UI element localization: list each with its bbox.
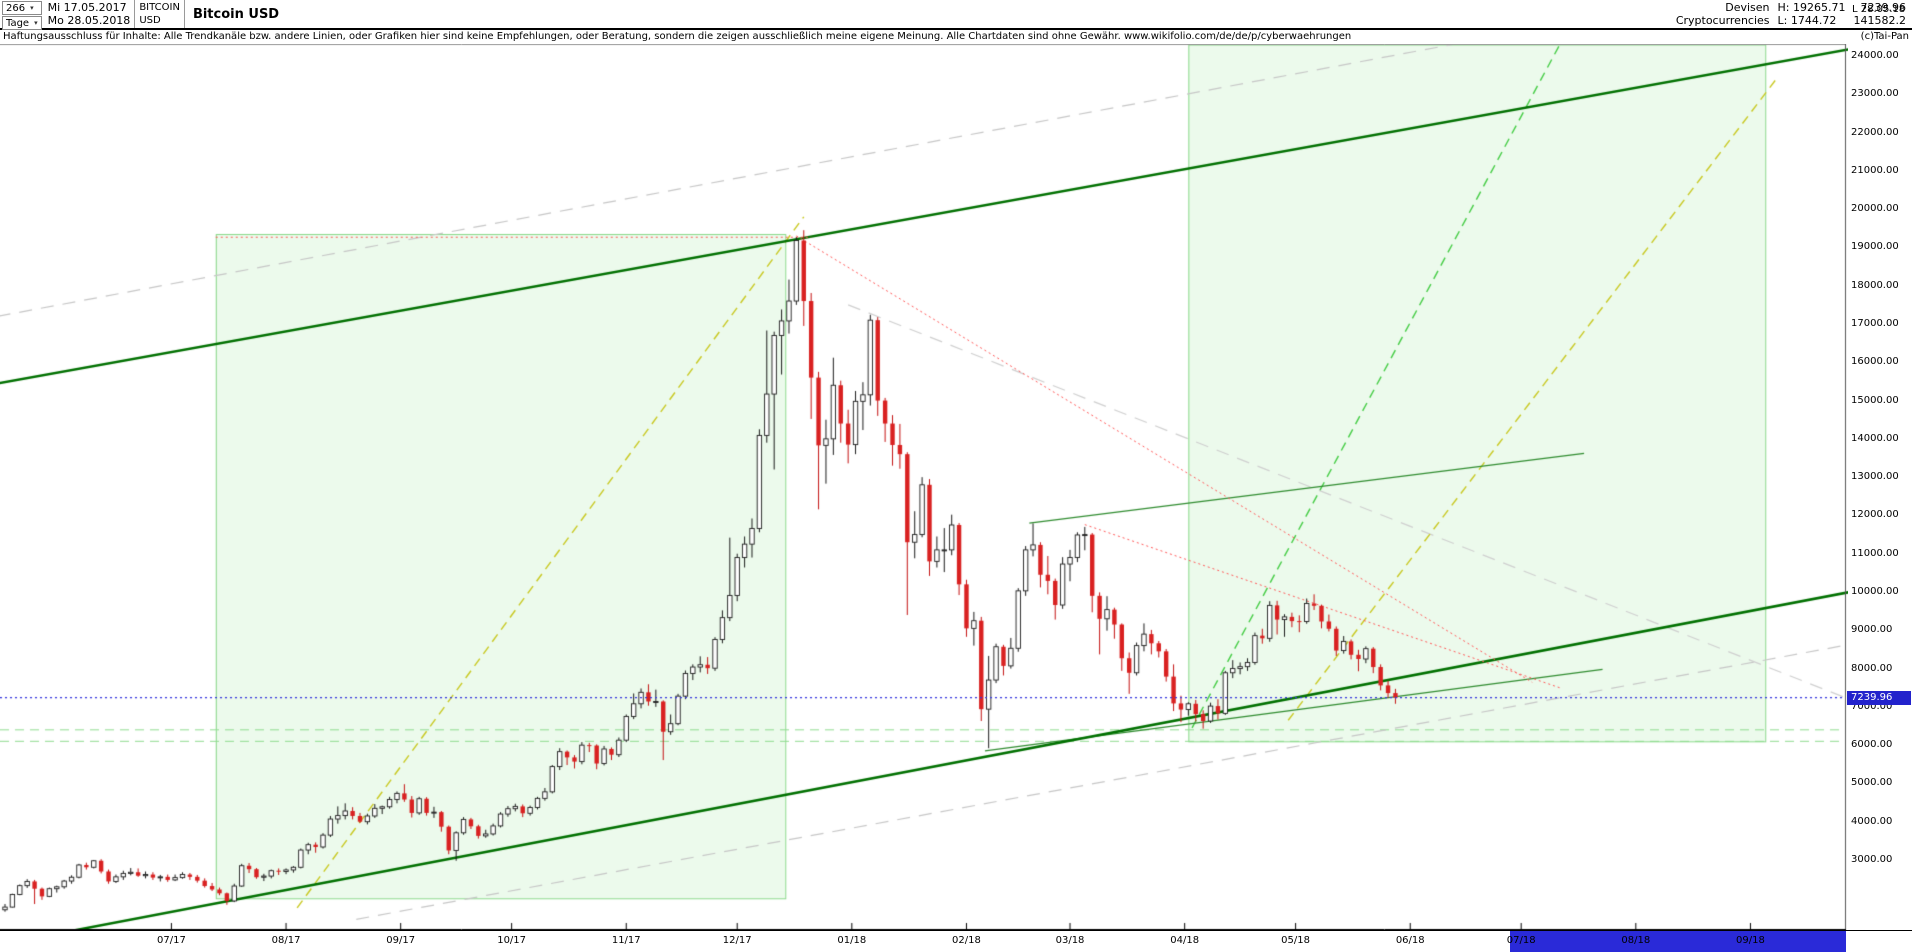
disclaimer-text-wrap: Haftungsausschluss für Inhalte: Alle Tre…: [3, 30, 1351, 44]
y-axis-label: 8000.00: [1851, 662, 1893, 674]
chevron-down-icon: ▾: [30, 3, 34, 12]
price-axis: 24000.00 23000.00 22000.00 21000.00 20000.00…: [1848, 44, 1912, 930]
symbol-currency: USD: [139, 15, 161, 26]
y-axis-label: 20000.00: [1851, 203, 1899, 215]
header: 266 ▾ Tage ▾ Mi 17.05.2017 Mo 28.05.2018…: [0, 0, 1912, 30]
x-axis-label[interactable]: 02/18: [952, 935, 981, 946]
y-axis-label: 16000.00: [1851, 356, 1899, 368]
y-axis-label: 11000.00: [1851, 547, 1899, 559]
y-axis-label: 9000.00: [1851, 624, 1893, 636]
x-axis-label[interactable]: 04/18: [1170, 935, 1200, 946]
period-dropdown[interactable]: Tage ▾: [2, 16, 42, 30]
category-primary: Devisen: [1725, 1, 1770, 14]
taipan-copyright: (c)Tai-Pan: [1860, 31, 1909, 42]
date-range: Mi 17.05.2017 Mo 28.05.2018: [44, 0, 135, 28]
period-value: Tage: [6, 17, 30, 29]
y-axis-label: 22000.00: [1851, 126, 1899, 138]
chart-title: Bitcoin USD: [192, 6, 280, 22]
wikifolio-link[interactable]: www.wikifolio.com/de/de/p/cyberwaehrunge…: [1123, 31, 1352, 42]
high-low-box: H: 19265.71 L: 1744.72: [1774, 0, 1850, 28]
last-values-box: 7239.96 141582.2: [1850, 0, 1912, 28]
period-low: L: 1744.72: [1777, 14, 1837, 27]
x-axis-label[interactable]: 05/18: [1281, 935, 1311, 946]
x-axis-label[interactable]: 10/17: [497, 935, 527, 946]
y-axis-label: 3000.00: [1851, 853, 1893, 865]
y-axis-label: 13000.00: [1851, 471, 1899, 483]
y-axis-label: 7000.00: [1851, 700, 1893, 712]
y-axis-label: 4000.00: [1851, 815, 1893, 827]
category-secondary: Cryptocurrencies: [1675, 14, 1770, 27]
chevron-down-icon: ▾: [34, 18, 38, 27]
bars-count-value: 266: [6, 2, 26, 14]
x-axis-label[interactable]: 07/18: [1506, 935, 1536, 946]
symbol-box: BITCOIN USD: [134, 0, 185, 28]
x-axis-label[interactable]: 09/17: [386, 935, 416, 946]
y-axis-label: 6000.00: [1851, 739, 1893, 751]
time-axis: 07/17 08/17 09/17 10/17 11/17 12/17 01/18 02/18…: [0, 930, 1912, 952]
time-highlight-bar: [1510, 931, 1846, 952]
symbol-code: BITCOIN: [139, 2, 180, 13]
x-axis-label[interactable]: 07/17: [156, 935, 186, 946]
date-to[interactable]: Mo 28.05.2018: [47, 14, 131, 27]
y-axis-label: 17000.00: [1851, 317, 1899, 329]
x-axis-label[interactable]: 08/18: [1621, 935, 1651, 946]
y-axis-label: 23000.00: [1851, 88, 1899, 100]
disclaimer-text: Haftungsausschluss für Inhalte: Alle Tre…: [3, 31, 1121, 42]
y-axis-label: 19000.00: [1851, 241, 1899, 253]
x-axis-label[interactable]: 06/18: [1395, 935, 1425, 946]
current-price-badge: 7239.96: [1847, 690, 1911, 705]
disclaimer-bar: Haftungsausschluss für Inhalte: Alle Tre…: [0, 30, 1912, 44]
volume-value: 141582.2: [1853, 14, 1907, 27]
bars-count-dropdown[interactable]: 266 ▾: [2, 1, 42, 15]
last-date-label: L 28.05.18: [1852, 4, 1906, 15]
header-left: 266 ▾ Tage ▾ Mi 17.05.2017 Mo 28.05.2018…: [0, 0, 287, 30]
y-axis-label: 18000.00: [1851, 279, 1899, 291]
header-right: Devisen Cryptocurrencies H: 19265.71 L: …: [1672, 0, 1912, 28]
range-controls: 266 ▾ Tage ▾: [0, 0, 44, 30]
x-axis-label[interactable]: 11/17: [611, 935, 641, 946]
x-axis-label[interactable]: 01/18: [837, 935, 867, 946]
last-price: 7239.96: [1860, 1, 1907, 14]
date-from[interactable]: Mi 17.05.2017: [47, 1, 127, 14]
category-box: Devisen Cryptocurrencies: [1672, 0, 1774, 28]
y-axis-label: 21000.00: [1851, 164, 1899, 176]
price-chart-canvas[interactable]: [0, 44, 1848, 930]
y-axis-label: 12000.00: [1851, 509, 1899, 521]
x-axis-label[interactable]: 08/17: [271, 935, 301, 946]
y-axis-label: 14000.00: [1851, 432, 1899, 444]
x-axis-label[interactable]: 03/18: [1055, 935, 1085, 946]
x-axis-label[interactable]: 12/17: [722, 935, 752, 946]
y-axis-label: 24000.00: [1851, 50, 1899, 61]
x-axis-label[interactable]: 09/18: [1736, 935, 1765, 946]
period-high: H: 19265.71: [1777, 1, 1846, 14]
y-axis-label: 10000.00: [1851, 585, 1899, 597]
y-axis-label: 5000.00: [1851, 777, 1893, 789]
y-axis-label: 15000.00: [1851, 394, 1899, 406]
